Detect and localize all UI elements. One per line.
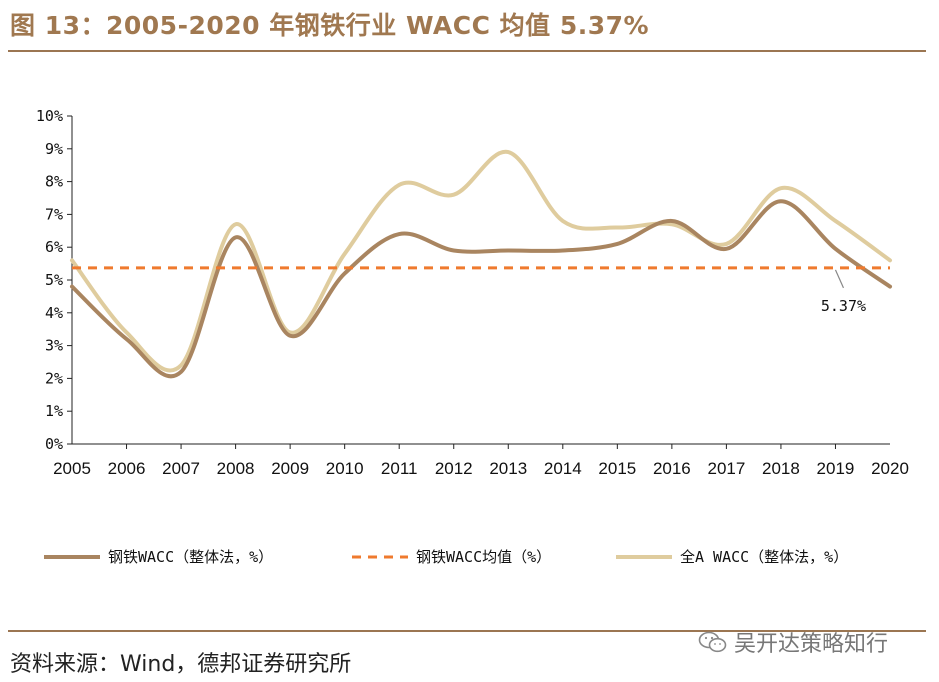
- watermark: 吴开达策略知行: [698, 626, 888, 658]
- y-tick-label: 1%: [45, 402, 63, 420]
- x-tick-label: 2013: [489, 459, 527, 478]
- x-tick-label: 2010: [326, 459, 364, 478]
- footer-divider: [8, 630, 926, 632]
- series-steel-wacc: [70, 199, 892, 379]
- x-tick-label: 2019: [817, 459, 855, 478]
- x-tick-label: 2016: [653, 459, 691, 478]
- legend-label: 钢铁WACC（整体法，%）: [108, 548, 273, 566]
- legend-label: 全A WACC（整体法，%）: [680, 548, 848, 566]
- x-tick-label: 2014: [544, 459, 582, 478]
- x-tick-label: 2018: [762, 459, 800, 478]
- chart-legend: 钢铁WACC（整体法，%） 钢铁WACC均值（%） 全A WACC（整体法，%）: [44, 548, 848, 566]
- annotation-label: 5.37%: [821, 297, 866, 315]
- x-tick-labels: 2005 2006 2007 2008 2009 2010 2011 2012 2013 2014…: [53, 459, 909, 478]
- y-tick-label: 8%: [45, 173, 63, 191]
- annotation-leader: [834, 269, 845, 289]
- y-tick-label: 2%: [45, 369, 63, 387]
- annotations: 5.37%: [821, 269, 866, 315]
- figure-title: 图 13：2005-2020 年钢铁行业 WACC 均值 5.37%: [10, 11, 650, 40]
- x-tick-label: 2015: [598, 459, 636, 478]
- x-tick-label: 2006: [108, 459, 146, 478]
- series-lines: [70, 150, 892, 379]
- y-tick-label: 6%: [45, 238, 63, 256]
- legend-label: 钢铁WACC均值（%）: [416, 548, 551, 566]
- x-tick-label: 2009: [271, 459, 309, 478]
- source-note: 资料来源：Wind，德邦证券研究所: [10, 652, 352, 677]
- x-tick-label: 2007: [162, 459, 200, 478]
- title-divider: [8, 50, 926, 52]
- y-tick-label: 10%: [36, 107, 63, 125]
- x-tick-label: 2017: [707, 459, 745, 478]
- y-tick-label: 4%: [45, 304, 63, 322]
- y-tick-label: 0%: [45, 435, 63, 453]
- watermark-text: 吴开达策略知行: [734, 632, 889, 657]
- x-tick-label: 2008: [217, 459, 255, 478]
- chart-axes: [67, 115, 890, 449]
- y-tick-labels: 0% 1% 2% 3% 4% 5% 6% 7% 8% 9% 10%: [36, 107, 63, 453]
- y-tick-label: 3%: [45, 337, 63, 355]
- y-tick-label: 7%: [45, 205, 63, 223]
- wacc-line-chart: 0% 1% 2% 3% 4% 5% 6% 7% 8% 9% 10% 2005 2006 2007 2008…: [36, 107, 909, 566]
- y-tick-label: 9%: [45, 140, 63, 158]
- y-tick-label: 5%: [45, 271, 63, 289]
- x-tick-label: 2020: [871, 459, 909, 478]
- series-all-a-wacc: [70, 150, 892, 373]
- x-tick-label: 2005: [53, 459, 91, 478]
- x-tick-label: 2011: [381, 459, 418, 478]
- wechat-icon: [698, 631, 727, 653]
- x-tick-label: 2012: [435, 459, 473, 478]
